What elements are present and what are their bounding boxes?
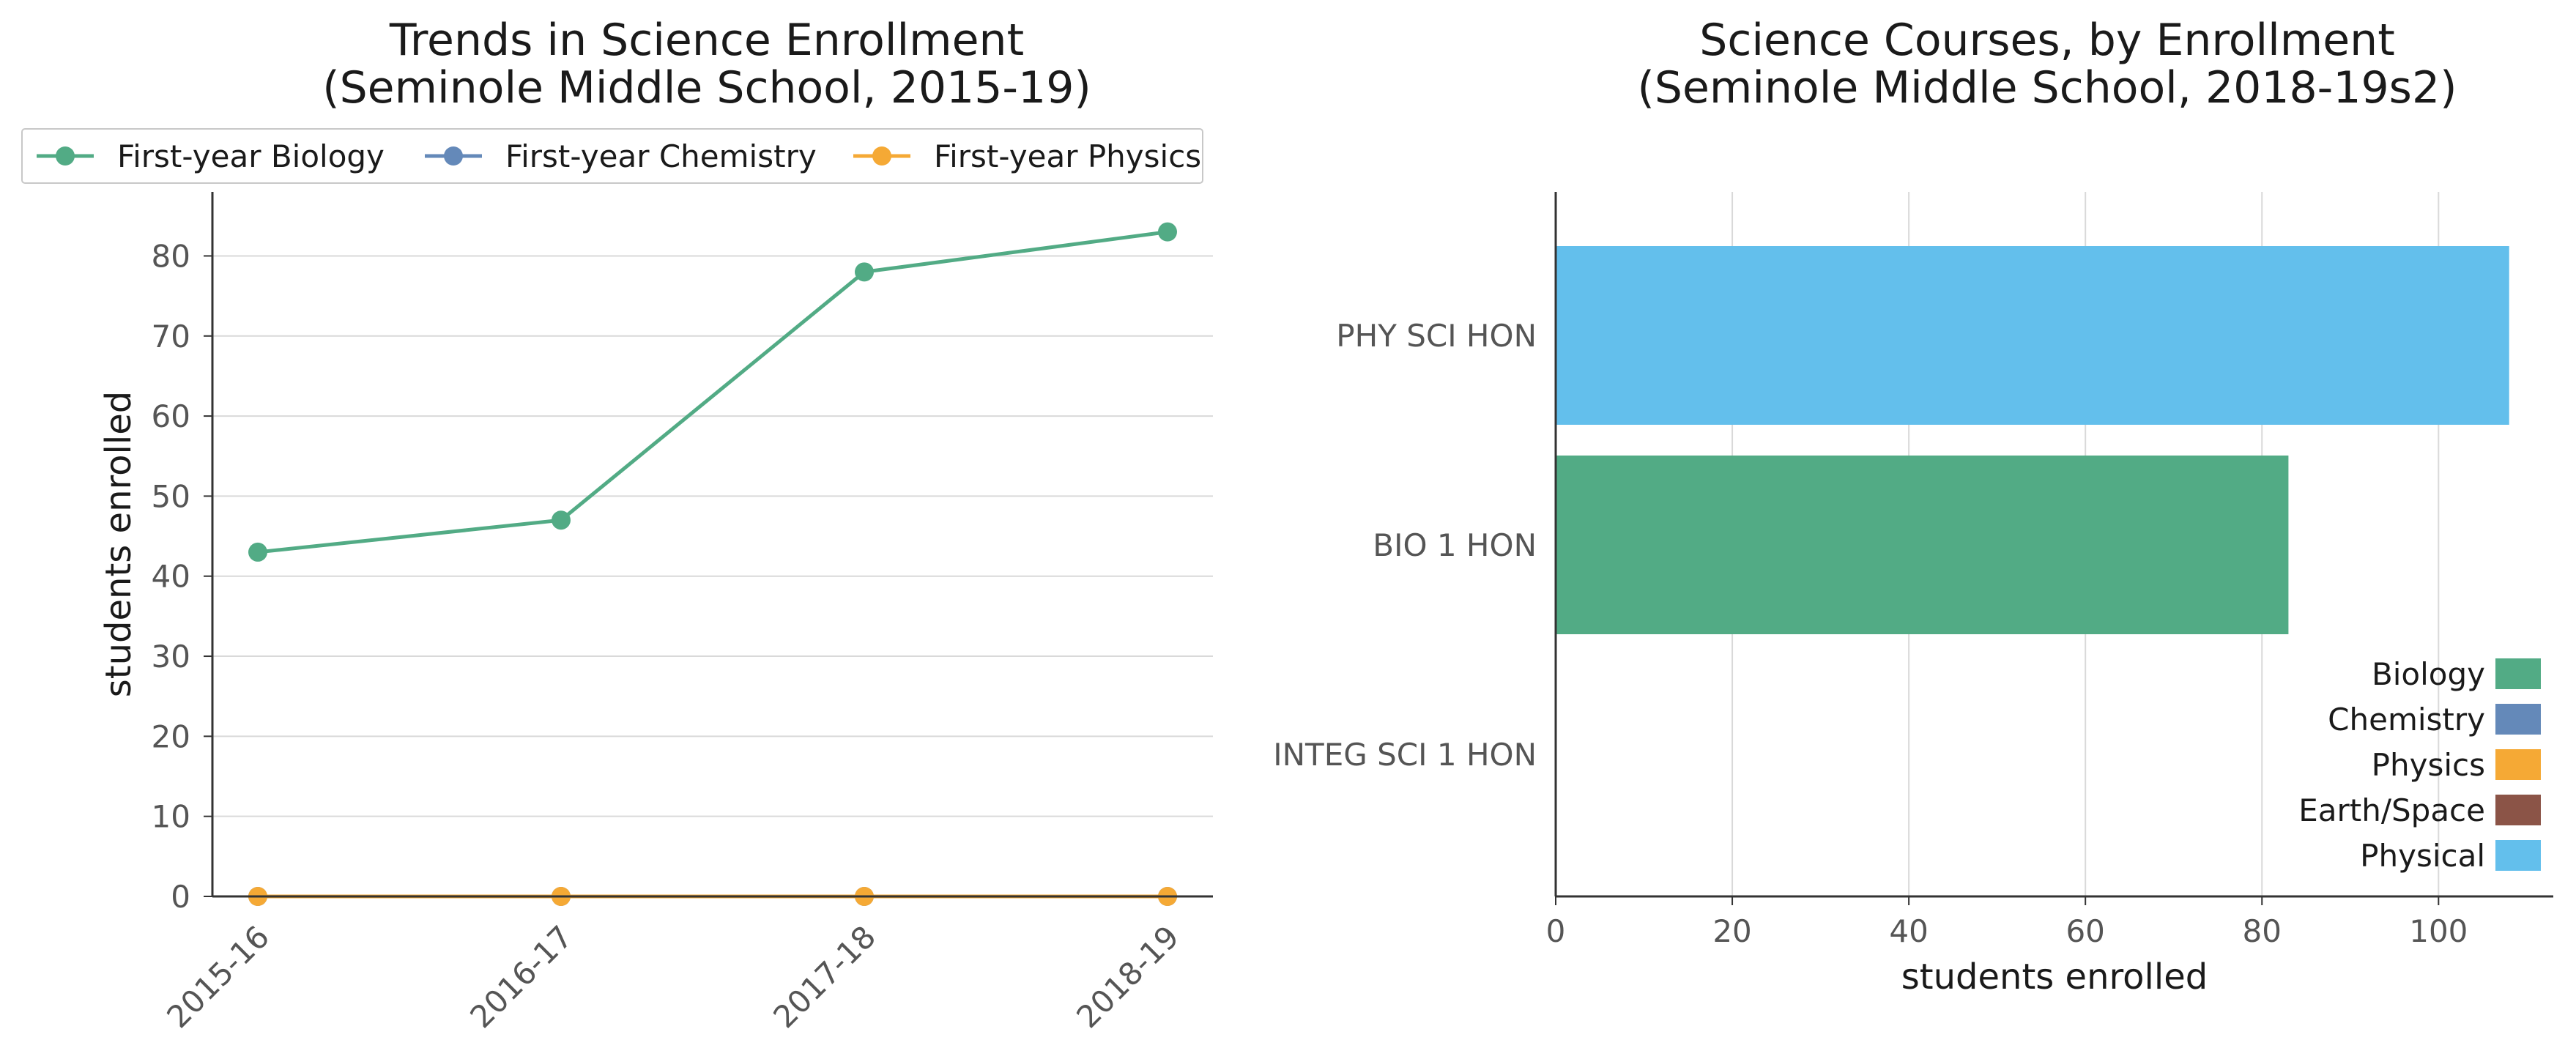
legend-label-first-year-chemistry: First-year Chemistry xyxy=(505,138,817,174)
legend-marker-first-year-chemistry xyxy=(444,146,463,166)
data-point-first-year-biology xyxy=(1158,222,1177,242)
line-y-tick-label: 70 xyxy=(152,319,190,354)
line-y-tick-label: 30 xyxy=(152,639,190,675)
data-point-first-year-biology xyxy=(248,542,267,562)
bar-phy-sci-hon xyxy=(1556,246,2509,425)
line-y-tick-label: 50 xyxy=(152,478,190,514)
bar-x-tick-label: 20 xyxy=(1712,913,1751,949)
legend-label-physics: Physics xyxy=(2372,747,2485,783)
legend-swatch-physical xyxy=(2495,840,2541,871)
bar-bio-1-hon xyxy=(1556,456,2289,634)
bar-chart-bars xyxy=(1556,246,2509,634)
line-y-tick-label: 0 xyxy=(171,879,190,915)
line-chart-title: Trends in Science Enrollment xyxy=(389,15,1024,66)
line-chart-subtitle: (Seminole Middle School, 2015-19) xyxy=(322,62,1091,114)
bar-x-tick-label: 40 xyxy=(1889,913,1928,949)
legend-label-chemistry: Chemistry xyxy=(2328,702,2485,737)
bar-chart-category-labels: PHY SCI HON BIO 1 HON INTEG SCI 1 HON xyxy=(1273,318,1537,773)
bar-chart-x-axis-label: students enrolled xyxy=(1901,956,2208,997)
legend-label-physical: Physical xyxy=(2360,838,2485,874)
data-point-first-year-biology xyxy=(855,262,874,282)
line-chart-y-axis-label: students enrolled xyxy=(98,391,139,697)
course-enrollment-bar-chart: Science Courses, by Enrollment (Seminole… xyxy=(1273,15,2553,997)
legend-label-biology: Biology xyxy=(2372,656,2485,692)
legend-marker-first-year-physics xyxy=(872,146,891,166)
legend-label-earth-space: Earth/Space xyxy=(2298,792,2485,828)
legend-swatch-earth-space xyxy=(2495,795,2541,825)
bar-x-tick-label: 100 xyxy=(2409,913,2468,949)
legend-label-first-year-physics: First-year Physics xyxy=(934,138,1201,174)
line-chart-legend: First-year Biology First-year Chemistry Fi… xyxy=(21,128,1203,184)
line-y-tick-label: 40 xyxy=(152,559,190,595)
legend-label-first-year-biology: First-year Biology xyxy=(117,138,385,174)
legend-swatch-chemistry xyxy=(2495,704,2541,735)
data-point-first-year-biology xyxy=(552,510,571,530)
legend-marker-first-year-biology xyxy=(56,146,75,166)
bar-chart-x-ticks: 0 20 40 60 80 100 xyxy=(1546,896,2468,949)
line-chart-gridlines xyxy=(212,255,1213,817)
legend-swatch-biology xyxy=(2495,658,2541,689)
category-label-bio-1-hon: BIO 1 HON xyxy=(1373,527,1537,563)
line-legend-frame xyxy=(21,128,1203,184)
series-line-first-year-biology xyxy=(257,230,1168,554)
line-chart-y-ticks: 0 10 20 30 40 50 60 70 80 xyxy=(152,238,212,915)
bar-chart-title: Science Courses, by Enrollment xyxy=(1699,15,2394,66)
bar-x-tick-label: 80 xyxy=(2243,913,2282,949)
bar-x-tick-label: 60 xyxy=(2065,913,2104,949)
bar-chart-subtitle: (Seminole Middle School, 2018-19s2) xyxy=(1637,62,2457,114)
category-label-integ-sci-1-hon: INTEG SCI 1 HON xyxy=(1273,737,1537,773)
bar-x-tick-label: 0 xyxy=(1546,913,1566,949)
line-y-tick-label: 80 xyxy=(152,238,190,274)
line-y-tick-label: 10 xyxy=(152,799,190,835)
line-y-tick-label: 60 xyxy=(152,398,190,434)
bar-chart-legend: Biology Chemistry Physics Earth/Space Physic… xyxy=(2298,656,2541,874)
line-y-tick-label: 20 xyxy=(152,718,190,754)
legend-swatch-physics xyxy=(2495,749,2541,780)
category-label-phy-sci-hon: PHY SCI HON xyxy=(1336,318,1537,354)
